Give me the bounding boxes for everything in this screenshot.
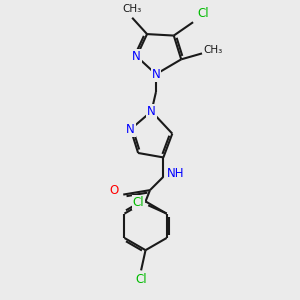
Text: O: O — [110, 184, 119, 196]
Text: NH: NH — [167, 167, 184, 180]
Text: CH₃: CH₃ — [204, 45, 223, 56]
Text: Cl: Cl — [133, 196, 144, 209]
Text: N: N — [126, 123, 135, 136]
Text: Cl: Cl — [135, 273, 147, 286]
Text: N: N — [147, 105, 156, 118]
Text: N: N — [152, 68, 160, 81]
Text: Cl: Cl — [198, 8, 209, 20]
Text: N: N — [132, 50, 141, 63]
Text: CH₃: CH₃ — [122, 4, 141, 14]
